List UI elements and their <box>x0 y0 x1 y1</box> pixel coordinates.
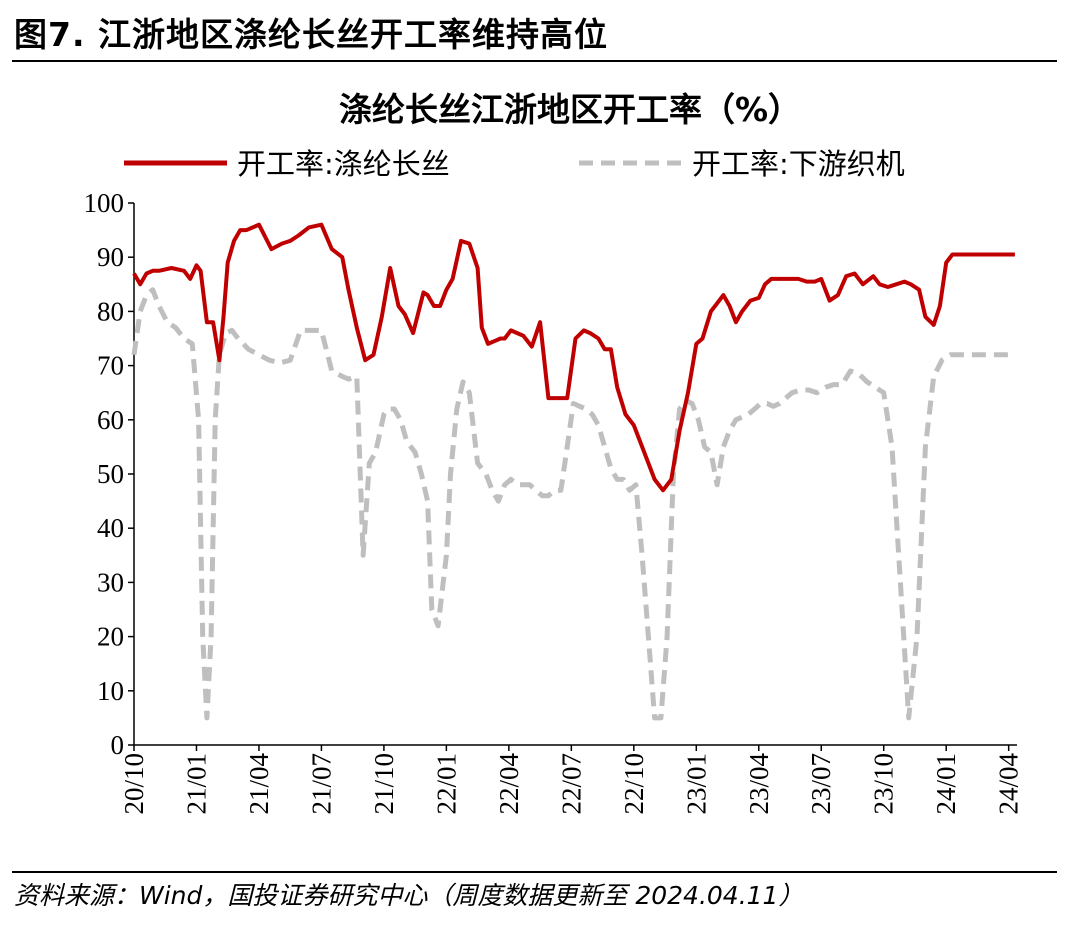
x-tick-label: 24/01 <box>931 753 961 815</box>
chart-title: 涤纶长丝江浙地区开工率（%） <box>339 90 801 129</box>
figure-title: 图7. 江浙地区涤纶长丝开工率维持高位 <box>14 15 608 54</box>
y-tick-label: 100 <box>84 188 125 218</box>
x-tick-label: 22/01 <box>431 753 461 815</box>
x-tick-label: 23/10 <box>869 753 899 815</box>
x-tick-label: 23/07 <box>806 753 836 815</box>
legend-label-series-1: 开工率:涤纶长丝 <box>237 147 450 181</box>
x-tick-label: 21/07 <box>306 753 336 815</box>
x-tick-label: 21/10 <box>369 753 399 815</box>
y-tick-label: 90 <box>97 242 124 272</box>
y-tick-label: 60 <box>97 405 124 435</box>
top-rule <box>12 60 1057 62</box>
y-tick-label: 10 <box>97 676 124 706</box>
y-tick-label: 80 <box>97 296 124 326</box>
x-tick-label: 20/10 <box>119 753 149 815</box>
x-tick-label: 24/04 <box>994 753 1024 815</box>
x-tick-label: 21/01 <box>181 753 211 815</box>
y-tick-label: 0 <box>111 730 125 760</box>
series-layer <box>131 222 1015 721</box>
x-tick-label: 23/01 <box>681 753 711 815</box>
x-tick-label: 22/10 <box>619 753 649 815</box>
x-tick-label: 22/07 <box>556 753 586 815</box>
y-tick-label: 70 <box>97 351 124 381</box>
x-tick-label: 21/04 <box>244 753 274 815</box>
axes: 0 10 20 30 40 50 60 70 80 90 100 20/10 21/01 21/04 21/… <box>84 188 1024 815</box>
y-tick-label: 50 <box>97 459 124 489</box>
y-tick-label: 30 <box>97 567 124 597</box>
x-tick-label: 22/04 <box>494 753 524 815</box>
legend: 开工率:涤纶长丝 开工率:下游织机 <box>124 147 905 181</box>
y-tick-label: 40 <box>97 513 124 543</box>
legend-label-series-2: 开工率:下游织机 <box>692 147 905 181</box>
x-tick-label: 23/04 <box>744 753 774 815</box>
series-line-1 <box>132 222 1015 493</box>
y-tick-label: 20 <box>97 622 124 652</box>
bottom-rule <box>12 871 1057 873</box>
series-line-2 <box>131 287 1015 721</box>
source-note: 资料来源：Wind，国投证券研究中心（周度数据更新至 2024.04.11） <box>14 881 804 910</box>
